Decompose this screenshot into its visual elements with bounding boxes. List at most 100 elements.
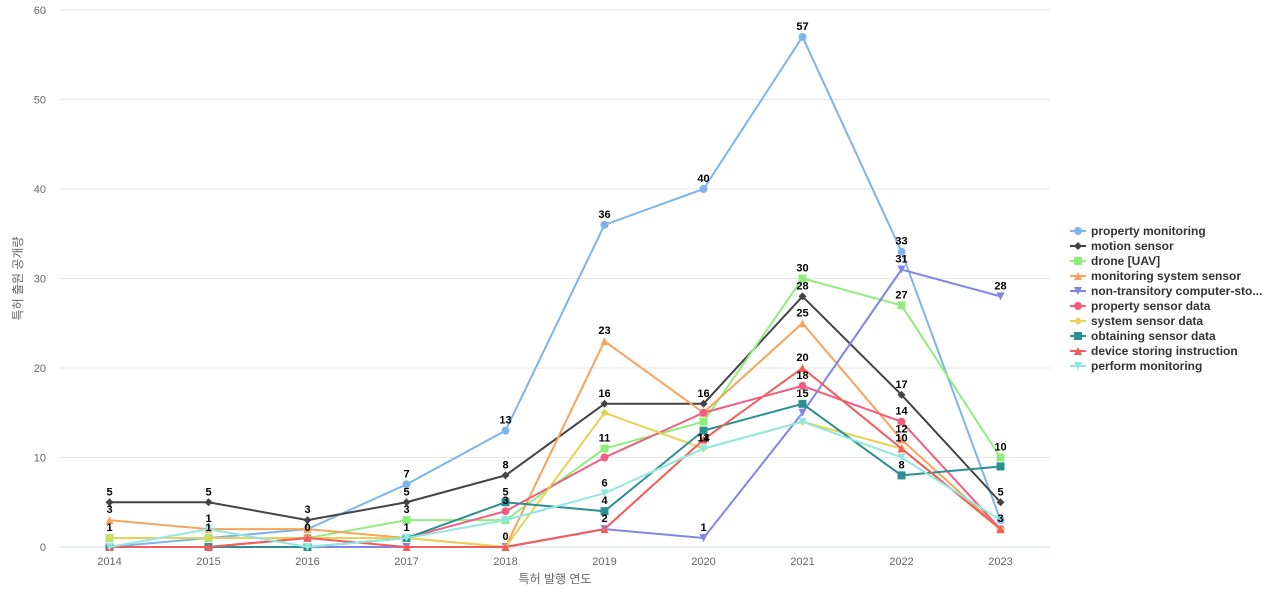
legend-item: obtaining sensor data xyxy=(1070,329,1216,343)
data-label: 20 xyxy=(796,352,808,364)
data-label: 7 xyxy=(403,468,409,480)
data-point xyxy=(600,399,609,408)
data-point xyxy=(402,543,411,551)
legend-item: non-transitory computer-sto... xyxy=(1070,284,1262,298)
legend-label: drone [UAV] xyxy=(1091,254,1160,268)
legend-label: monitoring system sensor xyxy=(1091,269,1241,283)
y-tick-label: 20 xyxy=(34,363,46,375)
data-point xyxy=(105,543,114,551)
data-point xyxy=(699,185,708,193)
legend-label: perform monitoring xyxy=(1091,359,1202,373)
series-line xyxy=(109,35,1002,548)
legend-item: perform monitoring xyxy=(1070,359,1202,373)
data-point xyxy=(204,543,213,551)
data-point xyxy=(402,534,411,543)
legend-marker xyxy=(1074,362,1082,370)
data-label: 6 xyxy=(601,477,607,489)
data-point xyxy=(996,516,1005,525)
data-point xyxy=(699,444,708,453)
y-tick-label: 60 xyxy=(34,5,46,17)
legend-marker xyxy=(1074,317,1082,325)
data-label: 11 xyxy=(698,433,710,445)
data-point xyxy=(897,444,906,453)
legend-item: drone [UAV] xyxy=(1070,254,1160,268)
data-label: 10 xyxy=(994,442,1006,454)
data-label: 1 xyxy=(205,513,211,525)
series-line xyxy=(109,402,1001,548)
data-label: 4 xyxy=(601,495,608,507)
series-group xyxy=(105,32,1005,551)
series-line xyxy=(109,322,1002,548)
data-point xyxy=(600,525,609,534)
data-point xyxy=(501,498,510,507)
data-point xyxy=(204,498,213,507)
x-tick-label: 2021 xyxy=(790,556,814,568)
data-point xyxy=(996,498,1005,507)
data-point xyxy=(303,534,312,543)
y-tick-label: 50 xyxy=(34,95,46,107)
data-label: 8 xyxy=(898,459,904,471)
data-label: 28 xyxy=(796,280,808,292)
data-label: 5 xyxy=(205,486,211,498)
data-point xyxy=(897,453,906,462)
data-point xyxy=(303,516,312,525)
data-label: 30 xyxy=(796,263,808,275)
y-tick-label: 0 xyxy=(40,542,46,554)
data-point xyxy=(996,292,1005,301)
legend-marker xyxy=(1074,227,1082,235)
data-label: 3 xyxy=(304,504,310,516)
data-point xyxy=(699,399,708,408)
x-tick-label: 2019 xyxy=(592,556,616,568)
data-point xyxy=(897,301,906,310)
data-point xyxy=(996,525,1005,534)
data-point xyxy=(699,417,708,426)
data-point xyxy=(105,516,114,525)
legend-label: system sensor data xyxy=(1091,314,1203,328)
legend-item: system sensor data xyxy=(1070,314,1203,328)
series-0 xyxy=(105,32,1005,551)
legend-label: motion sensor xyxy=(1091,239,1174,253)
data-point xyxy=(798,292,807,301)
data-point xyxy=(897,417,906,426)
data-point xyxy=(996,462,1005,471)
data-point xyxy=(303,525,312,534)
data-label: 11 xyxy=(599,433,611,445)
data-point xyxy=(402,480,411,489)
data-label: 16 xyxy=(697,388,709,400)
legend-marker xyxy=(1074,242,1082,250)
x-tick-label: 2014 xyxy=(97,556,121,568)
series-3 xyxy=(105,319,1005,551)
data-label: 36 xyxy=(598,209,610,221)
data-label: 17 xyxy=(895,379,907,391)
legend-marker xyxy=(1074,332,1082,340)
data-label: 14 xyxy=(895,406,908,418)
legend-item: property sensor data xyxy=(1070,299,1211,313)
data-point xyxy=(600,444,609,453)
data-point xyxy=(105,534,114,543)
data-point xyxy=(204,534,213,543)
y-tick-label: 30 xyxy=(34,274,46,286)
data-label: 5 xyxy=(106,486,112,498)
data-label: 15 xyxy=(796,388,808,400)
data-point xyxy=(699,408,708,417)
x-tick-label: 2016 xyxy=(295,556,319,568)
data-label: 3 xyxy=(403,504,409,516)
data-label: 1 xyxy=(106,522,112,534)
data-point xyxy=(798,364,807,372)
data-point xyxy=(600,337,609,346)
legend-marker xyxy=(1074,257,1082,265)
data-label: 25 xyxy=(796,307,808,319)
data-point xyxy=(303,543,312,551)
series-line xyxy=(109,411,1002,548)
data-label: 16 xyxy=(598,388,610,400)
data-point xyxy=(897,265,906,274)
data-label: 33 xyxy=(895,236,907,248)
data-point xyxy=(798,32,807,41)
x-tick-label: 2020 xyxy=(691,556,715,568)
data-point xyxy=(798,417,807,426)
x-tick-label: 2018 xyxy=(493,556,517,568)
data-point xyxy=(600,220,609,229)
